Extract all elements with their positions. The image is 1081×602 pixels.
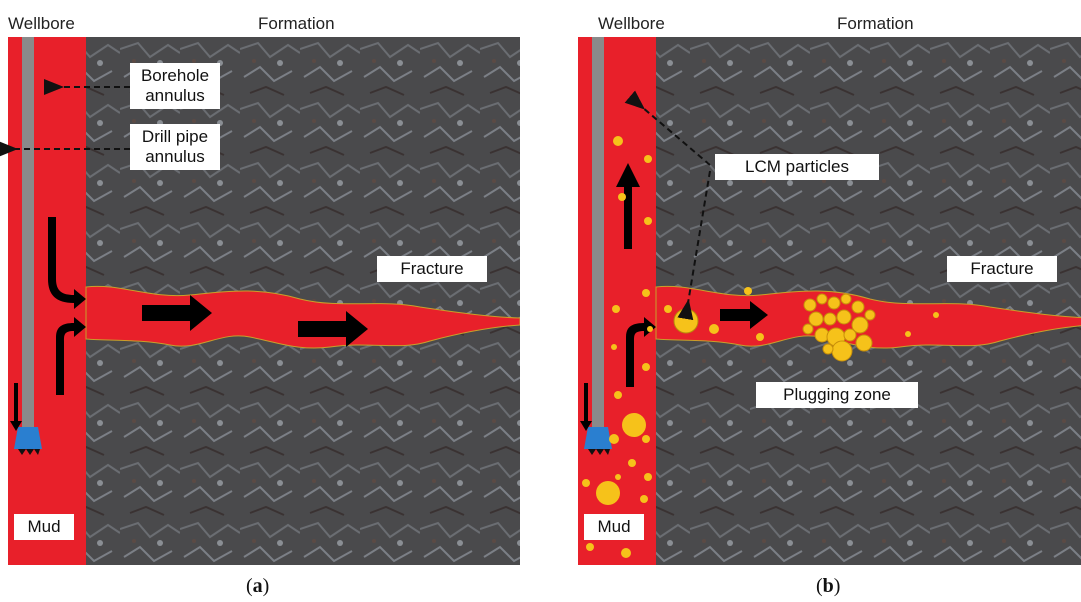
lcm-particle-icon [582, 479, 590, 487]
mud-label: Mud [14, 514, 74, 540]
black-arrow-icon [626, 317, 656, 387]
lcm-particles-annulus [582, 97, 653, 558]
lcm-particle-icon [905, 331, 911, 337]
lcm-particle-icon [596, 481, 620, 505]
plugging-zone-label: Plugging zone [756, 382, 918, 408]
lcm-particle-icon [642, 363, 650, 371]
black-arrow-icon [10, 383, 22, 431]
drillpipe-label-line1: Drill pipe [141, 127, 209, 146]
formation-header: Formation [258, 14, 335, 33]
lcm-particle-icon [709, 324, 719, 334]
borehole-label-line1: Borehole [140, 66, 210, 85]
lcm-particle-icon [612, 305, 620, 313]
lcm-particle-icon [933, 312, 939, 318]
lcm-particle-icon [586, 543, 594, 551]
black-arrow-icon [48, 217, 86, 309]
panel-a: Wellbore Formation [0, 0, 520, 602]
lcm-particle-icon [640, 495, 648, 503]
lcm-particle-icon [756, 333, 764, 341]
lcm-particle-icon [613, 136, 623, 146]
black-arrow-icon [142, 295, 212, 331]
wellbore-header: Wellbore [598, 14, 665, 33]
panel-b: Wellbore Formation [570, 0, 1081, 602]
borehole-label-line2: annulus [145, 86, 205, 105]
mud-label: Mud [584, 514, 644, 540]
caption-b: (b) [816, 575, 841, 597]
wellbore-scene-b [570, 37, 1081, 565]
wellbore-scene-a [0, 37, 520, 565]
lcm-particle-icon [644, 217, 652, 225]
black-arrow-icon [298, 311, 368, 347]
lcm-particle-icon [647, 326, 653, 332]
drill-pipe-annulus-label: Drill pipe annulus [130, 124, 220, 170]
lcm-particle-icon [622, 413, 646, 437]
formation-header: Formation [837, 14, 914, 33]
borehole-annulus-label: Borehole annulus [130, 63, 220, 109]
drillpipe-label-line2: annulus [145, 147, 205, 166]
lcm-particle-icon [673, 308, 699, 334]
lcm-particle-icon [644, 155, 652, 163]
drill-pipe [592, 37, 604, 427]
fracture-label: Fracture [947, 256, 1057, 282]
black-arrow-icon [720, 301, 768, 329]
lcm-particle-icon [664, 305, 672, 313]
lcm-particle-icon [632, 97, 640, 105]
wellbore-header: Wellbore [8, 14, 75, 33]
lcm-particle-icon [642, 289, 650, 297]
drill-pipe [22, 37, 34, 427]
black-arrow-icon [580, 383, 592, 431]
lcm-particle-icon [644, 473, 652, 481]
lcm-particle-icon [744, 287, 752, 295]
drill-bit-icon [584, 427, 612, 449]
lcm-particle-icon [609, 434, 619, 444]
black-arrow-icon [616, 163, 640, 249]
lcm-particle-icon [618, 193, 626, 201]
lcm-particle-icon [614, 391, 622, 399]
lcm-particles-label: LCM particles [715, 154, 879, 180]
lcm-particle-icon [611, 344, 617, 350]
drill-bit-icon [14, 427, 42, 449]
lcm-particle-icon [642, 435, 650, 443]
fracture-label: Fracture [377, 256, 487, 282]
plugging-zone-cluster [802, 293, 876, 362]
black-arrow-icon [56, 317, 86, 395]
lcm-particle-icon [615, 474, 621, 480]
caption-a: (a) [246, 575, 270, 597]
lcm-particle-icon [621, 548, 631, 558]
lcm-particle-icon [628, 459, 636, 467]
